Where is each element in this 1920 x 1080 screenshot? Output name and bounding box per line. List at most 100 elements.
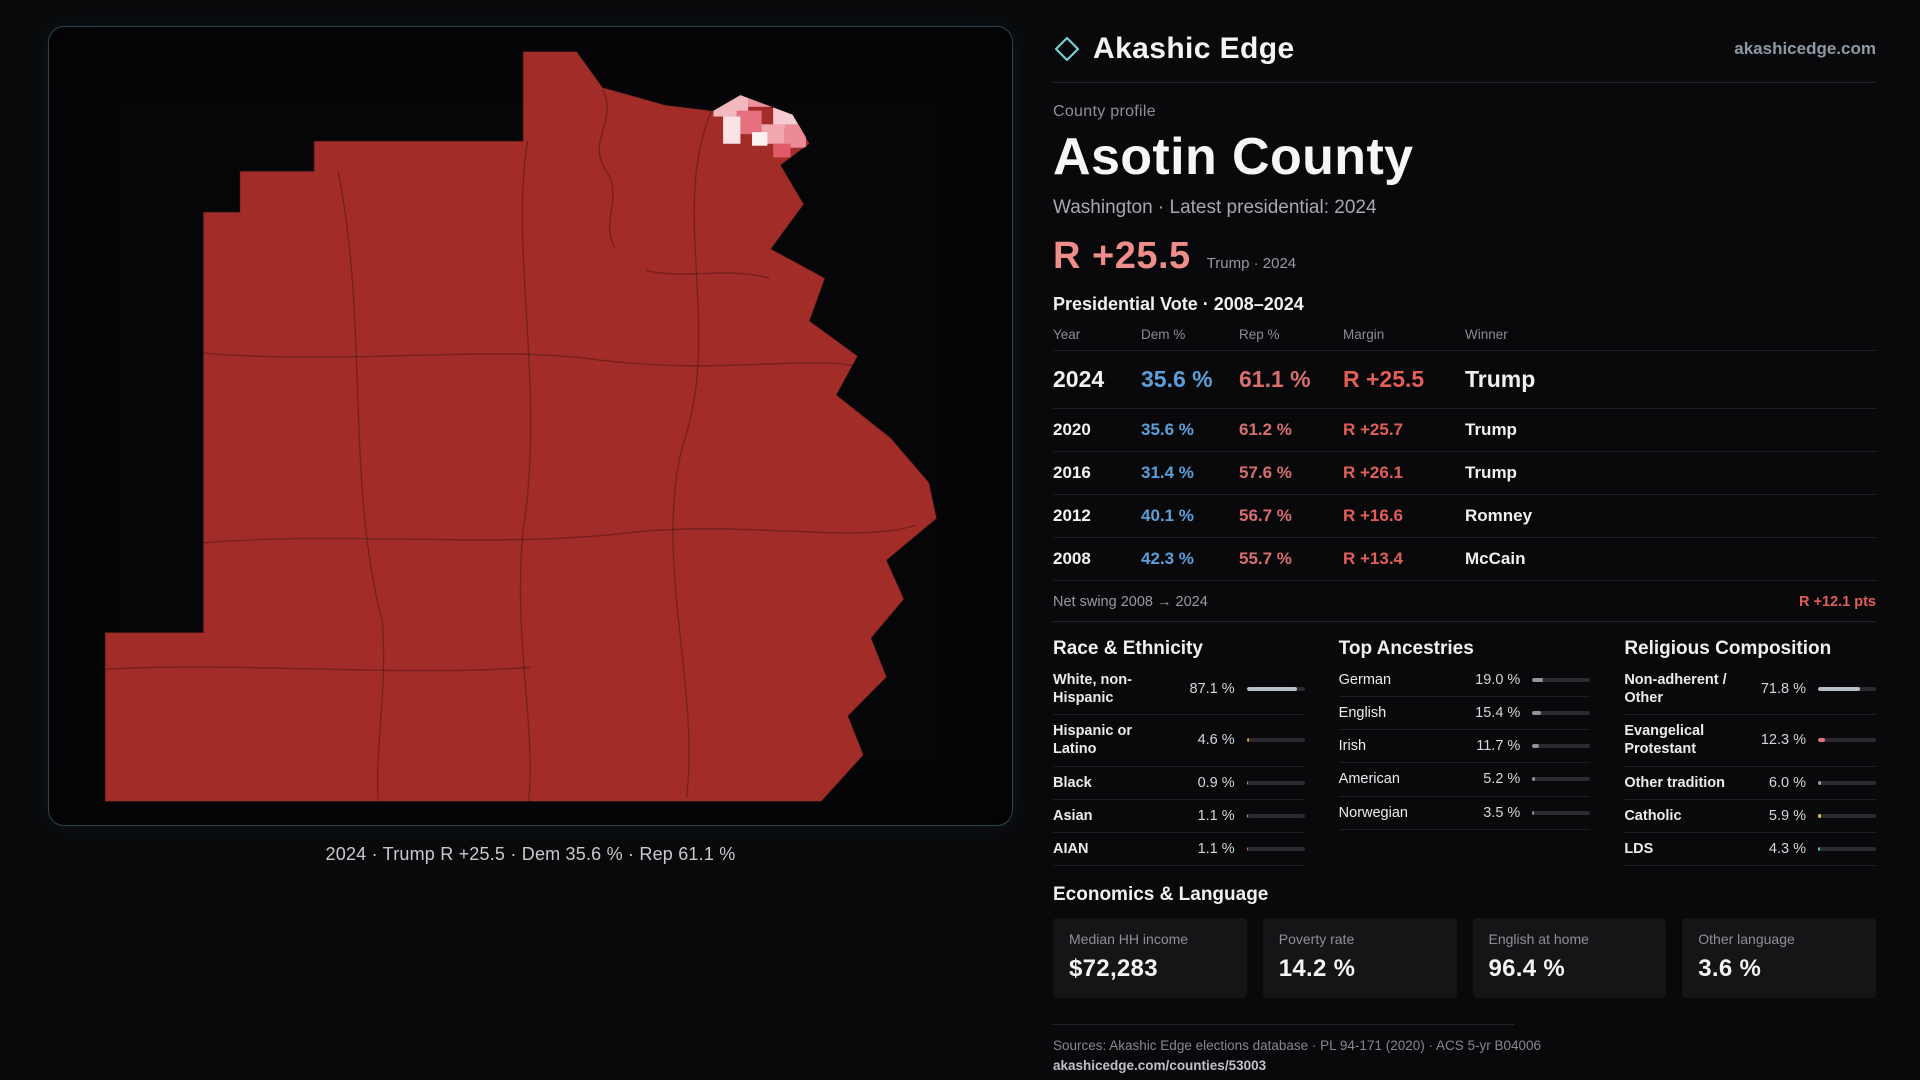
col-margin: Margin xyxy=(1343,327,1385,342)
religion-row: LDS 4.3 % xyxy=(1624,833,1876,866)
economics-title: Economics & Language xyxy=(1053,883,1269,905)
winner-cell: Trump xyxy=(1465,463,1517,482)
ancestry-value: 15.4 % xyxy=(1475,705,1521,722)
rep-cell: 61.2 % xyxy=(1239,420,1292,439)
page-title: Asotin County xyxy=(1053,128,1414,186)
race-value: 4.6 % xyxy=(1197,732,1235,749)
stat-value: $72,283 xyxy=(1069,954,1158,982)
ancestry-value: 11.7 % xyxy=(1476,738,1521,755)
religion-row: Evangelical Protestant 12.3 % xyxy=(1624,715,1876,767)
brand-name: Akashic Edge xyxy=(1093,32,1295,65)
religion-title: Religious Composition xyxy=(1624,638,1832,659)
ancestry-bar xyxy=(1532,777,1591,782)
ancestry-label: Irish xyxy=(1338,738,1367,755)
stat-label: Other language xyxy=(1698,930,1795,947)
stat-label: Poverty rate xyxy=(1278,930,1355,947)
year-cell: 2016 xyxy=(1053,463,1091,482)
brand: Akashic Edge xyxy=(1053,32,1295,66)
headline-row: R +25.5 Trump · 2024 xyxy=(1053,235,1876,278)
margin-cell: R +25.5 xyxy=(1343,366,1425,392)
footer-divider xyxy=(1053,1023,1514,1025)
county-map-svg[interactable] xyxy=(49,27,1012,825)
map-column: 2024 · Trump R +25.5 · Dem 35.6 % · Rep … xyxy=(48,26,1013,1075)
year-cell: 2008 xyxy=(1053,549,1091,568)
headline-note: Trump · 2024 xyxy=(1206,255,1297,272)
winner-cell: Trump xyxy=(1465,366,1536,392)
footer-sources: Sources: Akashic Edge elections database… xyxy=(1053,1037,1542,1053)
religion-bar xyxy=(1818,738,1876,743)
ancestry-value: 3.5 % xyxy=(1483,804,1521,821)
winner-cell: McCain xyxy=(1465,549,1526,568)
dem-cell: 40.1 % xyxy=(1141,506,1194,525)
race-bar xyxy=(1246,813,1305,818)
demographics-section: Race & Ethnicity White, non-Hispanic 87.… xyxy=(1053,638,1876,866)
eyebrow-label: County profile xyxy=(1053,103,1156,120)
religion-bar xyxy=(1818,846,1876,851)
headline-margin: R +25.5 xyxy=(1053,235,1191,277)
precinct-map-panel xyxy=(48,26,1013,826)
ancestry-row: Irish 11.7 % xyxy=(1338,730,1591,764)
vote-table-row: 2024 35.6 % 61.1 % R +25.5 Trump xyxy=(1053,351,1876,409)
race-label: Hispanic or Latino xyxy=(1053,723,1132,758)
rep-cell: 55.7 % xyxy=(1239,549,1292,568)
rep-cell: 57.6 % xyxy=(1239,463,1292,482)
col-dem: Dem % xyxy=(1141,327,1186,342)
stat-card: Other language 3.6 % xyxy=(1682,917,1876,998)
year-cell: 2024 xyxy=(1053,366,1105,392)
ancestry-row: English 15.4 % xyxy=(1338,697,1591,731)
race-bar xyxy=(1246,780,1305,785)
stat-value: 3.6 % xyxy=(1698,954,1762,982)
footer-permalink[interactable]: akashicedge.com/counties/53003 xyxy=(1053,1057,1267,1073)
ancestries-column: Top Ancestries German 19.0 % English 15.… xyxy=(1338,638,1591,866)
dem-cell: 42.3 % xyxy=(1141,549,1194,568)
religion-value: 4.3 % xyxy=(1768,840,1806,857)
col-rep: Rep % xyxy=(1239,327,1280,342)
race-row: Hispanic or Latino 4.6 % xyxy=(1053,715,1305,767)
ancestry-bar xyxy=(1532,678,1591,683)
year-cell: 2020 xyxy=(1053,420,1091,439)
margin-cell: R +26.1 xyxy=(1343,463,1404,482)
vote-table-row: 2012 40.1 % 56.7 % R +16.6 Romney xyxy=(1053,495,1876,538)
race-bar xyxy=(1246,738,1305,743)
ancestry-label: English xyxy=(1338,705,1387,722)
net-swing-label: Net swing 2008 → 2024 xyxy=(1053,594,1208,610)
winner-cell: Romney xyxy=(1465,506,1533,525)
race-label: AIAN xyxy=(1053,840,1089,857)
religion-row: Non-adherent / Other 71.8 % xyxy=(1624,664,1876,716)
stat-card: English at home 96.4 % xyxy=(1472,917,1667,998)
race-label: Black xyxy=(1053,774,1092,791)
rep-cell: 56.7 % xyxy=(1239,506,1292,525)
dem-cell: 31.4 % xyxy=(1141,463,1194,482)
site-link[interactable]: akashicedge.com xyxy=(1734,39,1876,58)
religion-label: Other tradition xyxy=(1624,774,1726,791)
page-footer: Sources: Akashic Edge elections database… xyxy=(1053,1023,1876,1075)
religion-bar xyxy=(1818,780,1876,785)
county-shape[interactable] xyxy=(104,50,938,803)
dem-cell: 35.6 % xyxy=(1141,366,1213,392)
ancestry-value: 5.2 % xyxy=(1483,771,1521,788)
religion-value: 12.3 % xyxy=(1760,732,1806,749)
religion-bar xyxy=(1818,687,1876,692)
diamond-logo-icon xyxy=(1054,36,1080,62)
vote-table-row: 2020 35.6 % 61.2 % R +25.7 Trump xyxy=(1053,409,1876,452)
religion-label: Non-adherent / Other xyxy=(1624,672,1727,707)
winner-cell: Trump xyxy=(1465,420,1517,439)
religion-value: 71.8 % xyxy=(1760,681,1806,698)
profile-column: Akashic Edge akashicedge.com County prof… xyxy=(1053,26,1876,1075)
race-row: White, non-Hispanic 87.1 % xyxy=(1053,664,1305,716)
religion-value: 6.0 % xyxy=(1768,774,1806,791)
margin-cell: R +16.6 xyxy=(1343,506,1404,525)
ancestry-row: Norwegian 3.5 % xyxy=(1338,797,1591,830)
race-value: 0.9 % xyxy=(1197,774,1235,791)
ancestry-value: 19.0 % xyxy=(1475,672,1521,689)
site-header: Akashic Edge akashicedge.com xyxy=(1053,32,1876,83)
net-swing-row: Net swing 2008 → 2024 R +12.1 pts xyxy=(1053,581,1876,622)
stat-value: 14.2 % xyxy=(1278,954,1356,982)
dem-cell: 35.6 % xyxy=(1141,420,1194,439)
religion-row: Catholic 5.9 % xyxy=(1624,800,1876,833)
race-value: 1.1 % xyxy=(1197,840,1235,857)
vote-table-row: 2008 42.3 % 55.7 % R +13.4 McCain xyxy=(1053,538,1876,581)
race-row: Asian 1.1 % xyxy=(1053,800,1305,833)
stat-card: Poverty rate 14.2 % xyxy=(1262,917,1457,998)
vote-table: Year Dem % Rep % Margin Winner 2024 35.6… xyxy=(1053,315,1876,581)
